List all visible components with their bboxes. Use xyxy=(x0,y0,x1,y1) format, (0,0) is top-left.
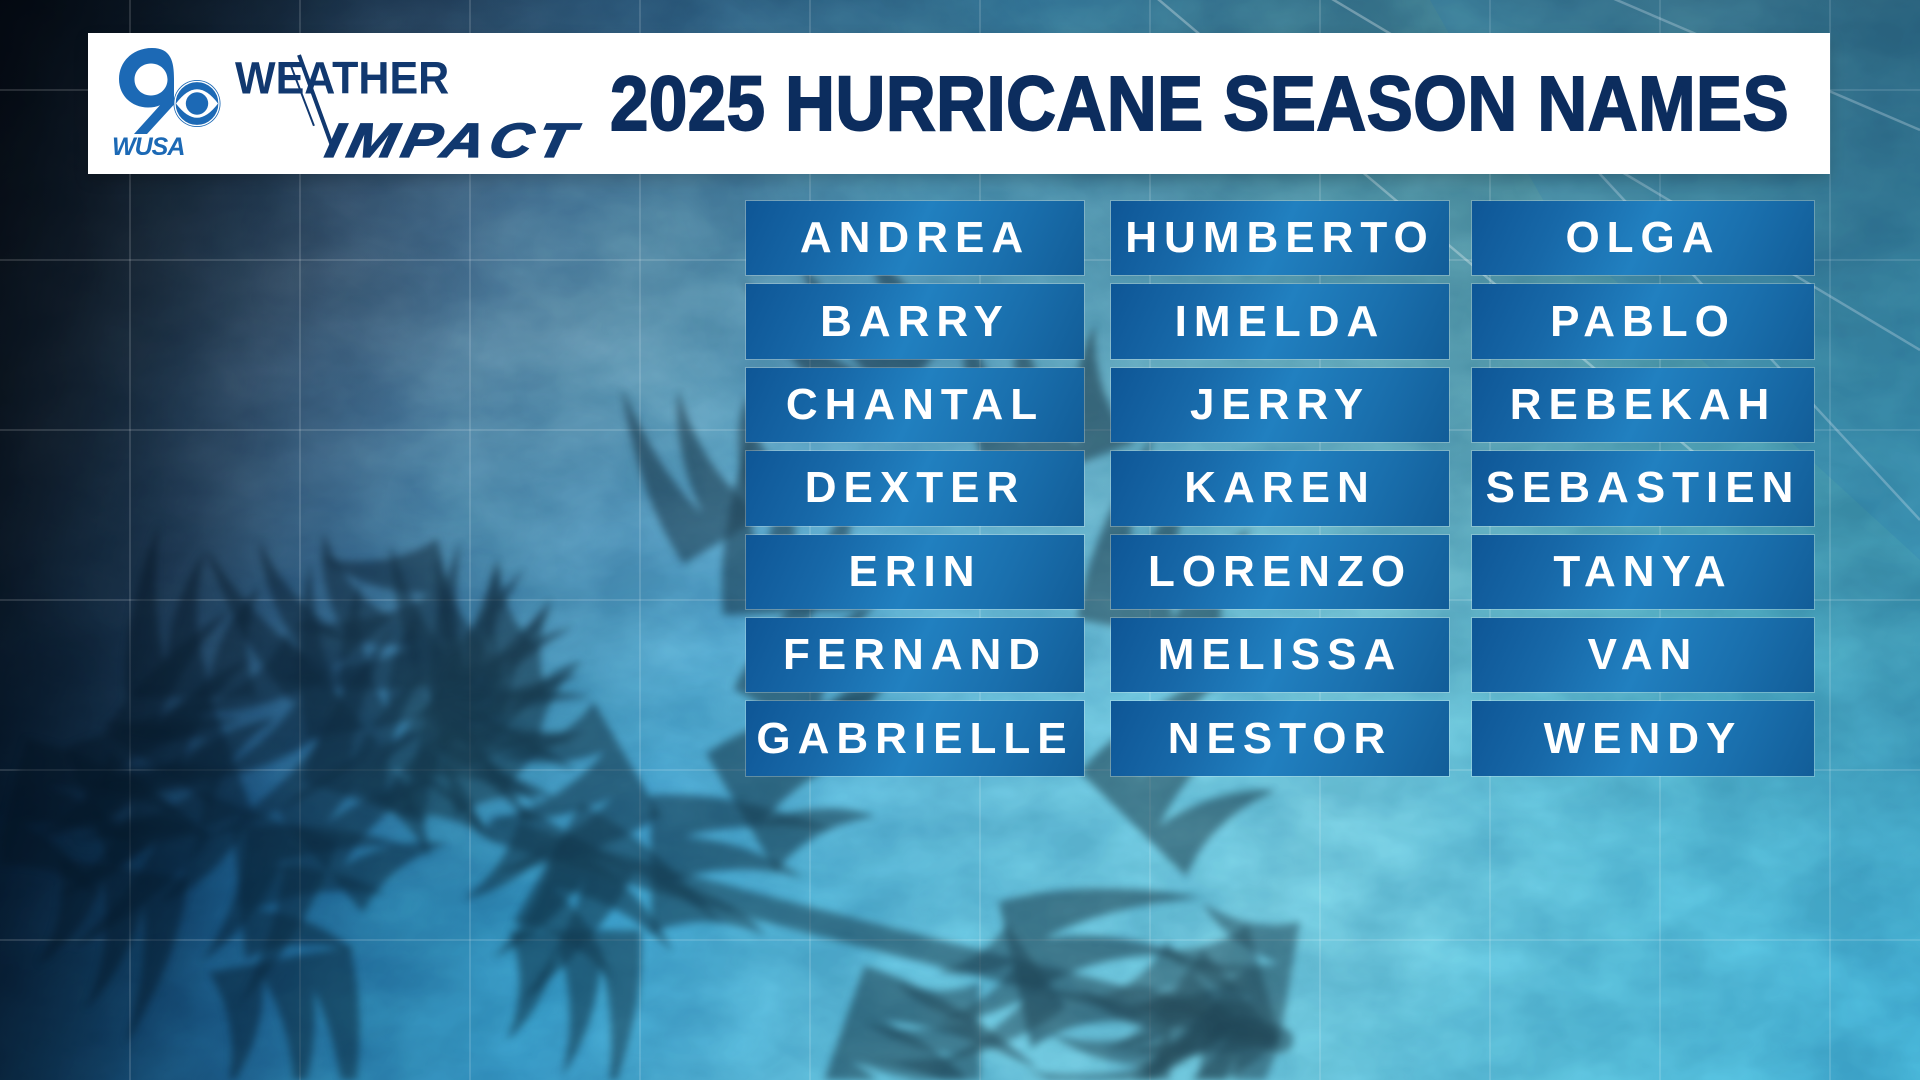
svg-text:WUSA: WUSA xyxy=(112,133,184,161)
